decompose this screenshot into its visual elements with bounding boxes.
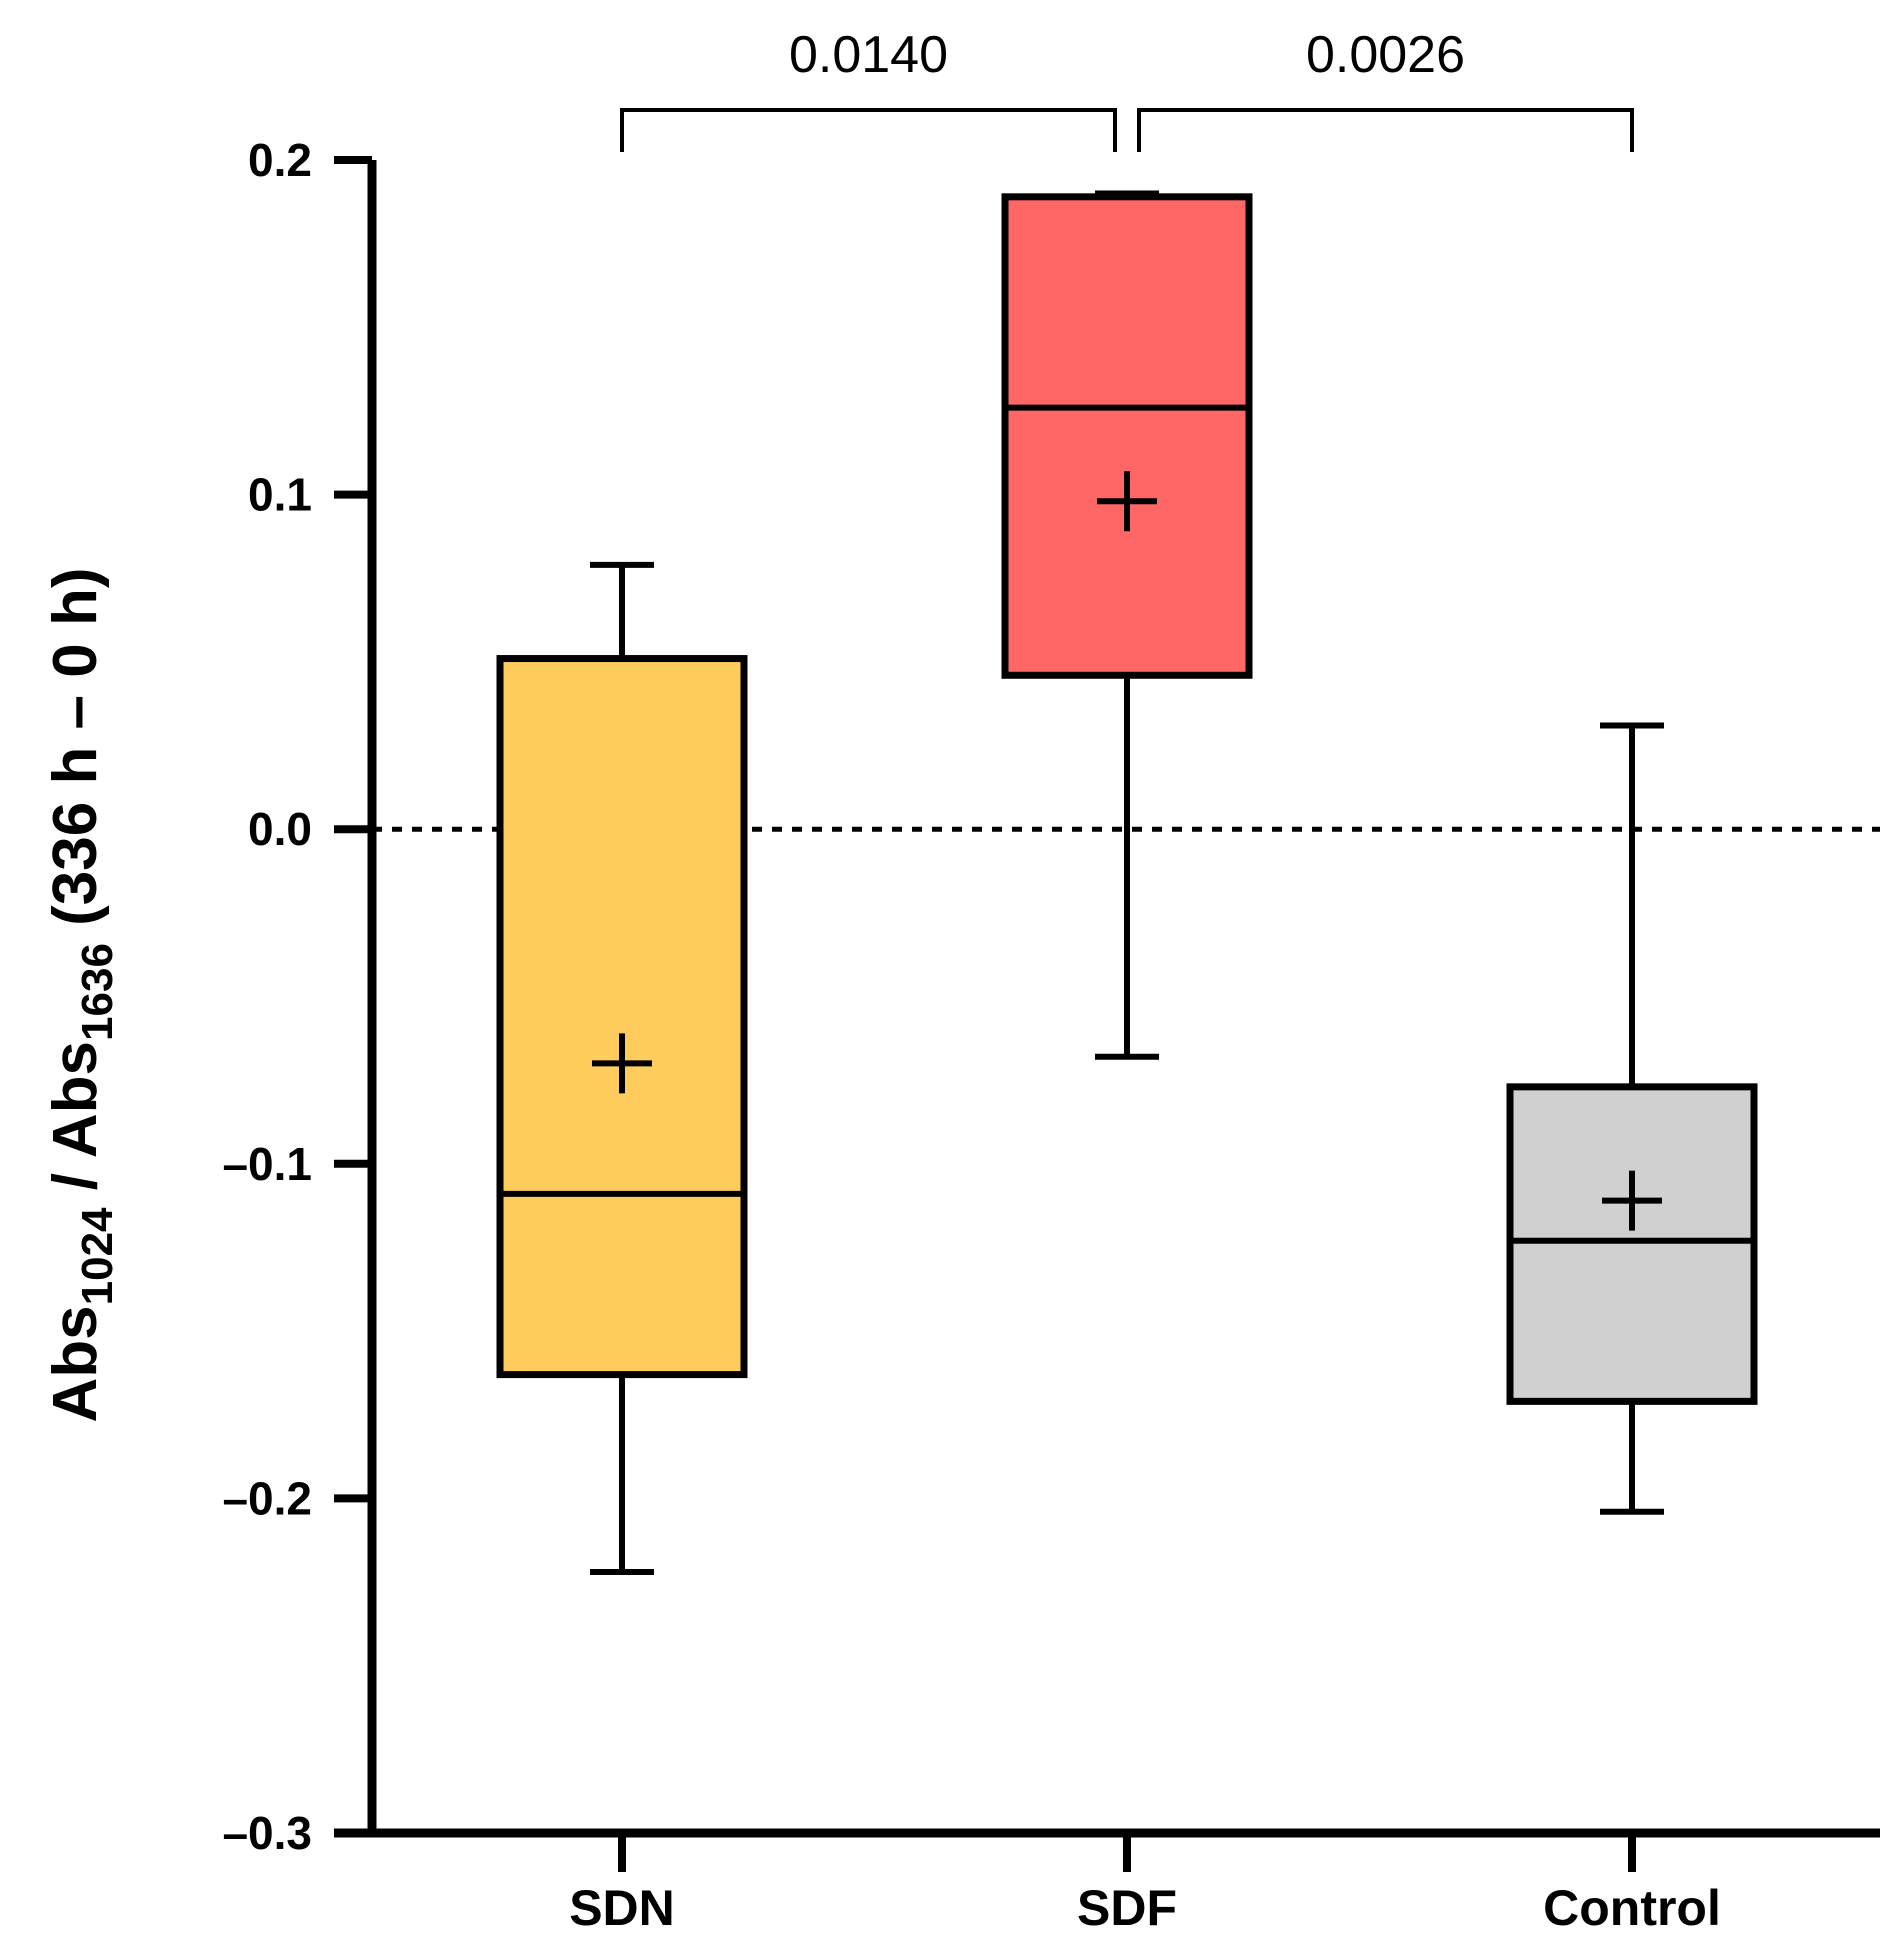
iqr-box (1001, 193, 1253, 679)
box-group-sdf (1001, 190, 1253, 1060)
iqr-box (496, 655, 748, 1379)
y-ticks-layer: 0.2 0.1 0.0 –0.1 –0.2 –0.3 (222, 134, 372, 1859)
x-ticks-layer: SDN SDF Control (569, 1833, 1721, 1935)
x-tick-label: SDF (1077, 1880, 1177, 1935)
y-tick-label: 0.1 (248, 469, 312, 521)
boxes-layer (496, 190, 1758, 1576)
y-tick-label: 0.0 (248, 803, 312, 855)
y-axis-label-subscript: 1024 (73, 1207, 122, 1305)
comparison-p-value: 0.0140 (789, 26, 948, 84)
y-axis-label-text: (336 h – 0 h) (41, 567, 110, 943)
x-tick-label: Control (1543, 1880, 1721, 1935)
y-axis-label-text: / Abs (41, 1041, 110, 1208)
y-axis-label-subscript: 1636 (73, 943, 122, 1041)
comparison-bracket (620, 108, 1117, 152)
comparison-p-value: 0.0026 (1306, 26, 1465, 84)
iqr-box (1506, 1083, 1758, 1405)
y-tick-label: 0.2 (248, 134, 312, 186)
y-tick-label: –0.2 (222, 1472, 312, 1524)
y-axis-label: Abs1024 / Abs1636 (336 h – 0 h) (41, 567, 122, 1422)
y-tick-label: –0.3 (222, 1807, 312, 1859)
comparison-bracket (1137, 108, 1634, 152)
y-tick-label: –0.1 (222, 1138, 312, 1190)
comparison-brackets-layer: 0.0140 0.0026 (620, 26, 1634, 152)
y-axis-label-text: Abs (41, 1305, 110, 1422)
x-tick-label: SDN (569, 1880, 675, 1935)
box-group-control (1506, 722, 1758, 1515)
box-group-sdn (496, 561, 748, 1576)
axes-layer (334, 160, 1880, 1838)
